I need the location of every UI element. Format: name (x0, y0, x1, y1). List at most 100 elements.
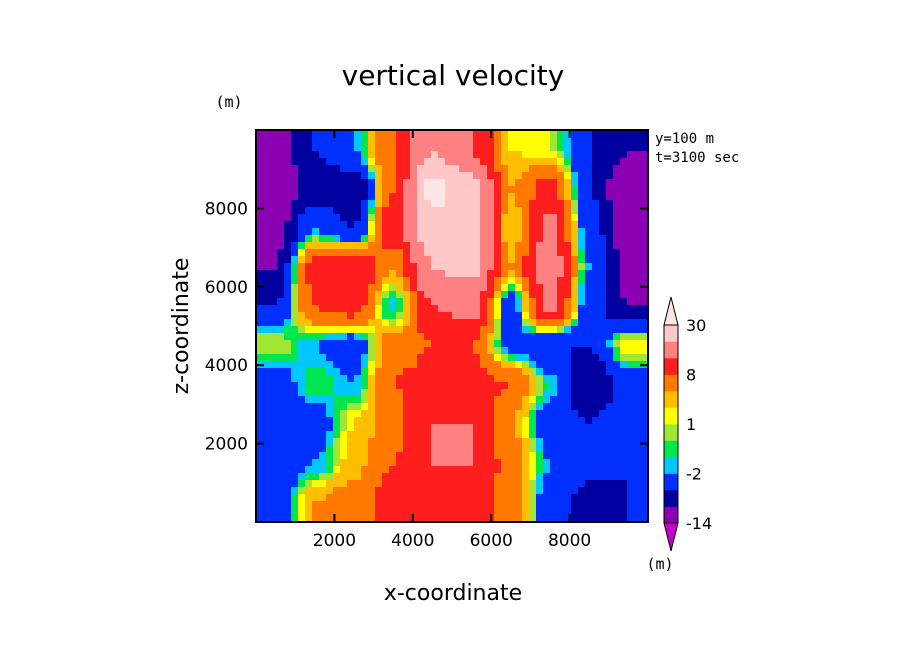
contour-cell (627, 424, 635, 432)
contour-cell (291, 207, 299, 215)
contour-cell (263, 228, 271, 236)
contour-cell (298, 193, 306, 201)
contour-cell (319, 452, 327, 460)
contour-cell (361, 158, 369, 166)
contour-cell (452, 284, 460, 292)
contour-cell (459, 186, 467, 194)
contour-cell (389, 515, 397, 523)
contour-cell (340, 235, 348, 243)
contour-cell (431, 193, 439, 201)
contour-cell (431, 459, 439, 467)
contour-cell (550, 200, 558, 208)
contour-cell (403, 214, 411, 222)
contour-cell (424, 459, 432, 467)
contour-cell (494, 473, 502, 481)
colorbar-band (664, 490, 678, 507)
contour-cell (326, 130, 334, 138)
contour-cell (550, 424, 558, 432)
contour-cell (557, 438, 565, 446)
contour-cell (466, 284, 474, 292)
contour-cell (508, 144, 516, 152)
contour-cell (480, 466, 488, 474)
contour-cell (403, 431, 411, 439)
contour-cell (361, 172, 369, 180)
contour-cell (543, 277, 551, 285)
contour-cell (375, 459, 383, 467)
contour-cell (627, 347, 635, 355)
contour-cell (389, 249, 397, 257)
contour-cell (571, 207, 579, 215)
contour-cell (347, 158, 355, 166)
contour-cell (599, 445, 607, 453)
contour-cell (494, 515, 502, 523)
contour-cell (480, 389, 488, 397)
contour-cell (382, 403, 390, 411)
contour-cell (445, 179, 453, 187)
contour-cell (641, 172, 649, 180)
contour-cell (501, 466, 509, 474)
contour-cell (564, 333, 572, 341)
contour-cell (340, 452, 348, 460)
contour-cell (613, 375, 621, 383)
contour-cell (361, 375, 369, 383)
contour-cell (277, 410, 285, 418)
contour-cell (361, 200, 369, 208)
contour-cell (473, 137, 481, 145)
contour-cell (557, 277, 565, 285)
contour-cell (620, 319, 628, 327)
contour-cell (354, 417, 362, 425)
contour-cell (319, 249, 327, 257)
contour-cell (319, 193, 327, 201)
contour-cell (256, 396, 264, 404)
contour-cell (375, 438, 383, 446)
contour-cell (487, 151, 495, 159)
contour-cell (326, 263, 334, 271)
contour-cell (424, 305, 432, 313)
contour-cell (557, 312, 565, 320)
contour-cell (494, 508, 502, 516)
contour-cell (515, 270, 523, 278)
contour-cell (361, 228, 369, 236)
contour-cell (522, 228, 530, 236)
contour-cell (291, 158, 299, 166)
contour-cell (382, 354, 390, 362)
contour-cell (452, 144, 460, 152)
contour-cell (452, 270, 460, 278)
contour-cell (417, 480, 425, 488)
contour-cell (431, 480, 439, 488)
contour-cell (536, 144, 544, 152)
contour-cell (354, 473, 362, 481)
contour-cell (347, 487, 355, 495)
contour-cell (529, 403, 537, 411)
contour-cell (403, 319, 411, 327)
contour-cell (305, 298, 313, 306)
contour-cell (396, 305, 404, 313)
contour-cell (354, 403, 362, 411)
contour-cell (634, 340, 642, 348)
contour-cell (501, 515, 509, 523)
contour-cell (606, 389, 614, 397)
contour-cell (291, 452, 299, 460)
contour-cell (305, 193, 313, 201)
contour-cell (641, 368, 649, 376)
contour-cell (585, 382, 593, 390)
contour-cell (312, 438, 320, 446)
contour-cell (564, 130, 572, 138)
contour-cell (585, 333, 593, 341)
contour-cell (424, 179, 432, 187)
contour-cell (452, 151, 460, 159)
contour-cell (382, 193, 390, 201)
contour-cell (340, 305, 348, 313)
contour-cell (466, 445, 474, 453)
contour-cell (305, 361, 313, 369)
contour-cell (557, 480, 565, 488)
contour-cell (459, 494, 467, 502)
contour-cell (403, 473, 411, 481)
contour-cell (347, 445, 355, 453)
colorbar-band (664, 506, 678, 524)
contour-cell (347, 277, 355, 285)
contour-cell (529, 312, 537, 320)
contour-cell (466, 494, 474, 502)
contour-cell (606, 382, 614, 390)
contour-cell (277, 375, 285, 383)
